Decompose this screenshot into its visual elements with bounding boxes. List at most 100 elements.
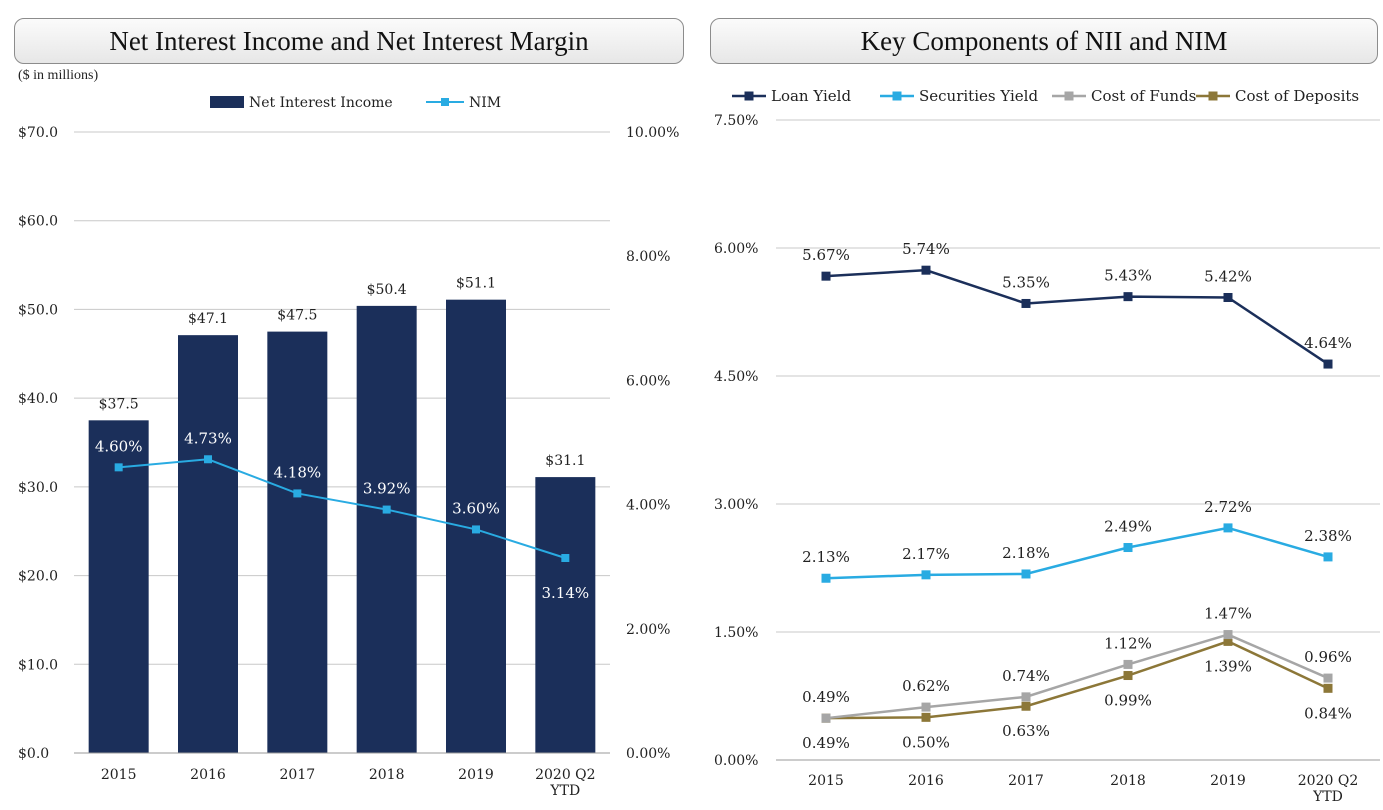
y-left-tick-label: $40.0 [18, 391, 58, 407]
y-tick-label: 4.50% [714, 369, 758, 385]
y-left-tick-label: $0.0 [18, 746, 49, 762]
data-label-cost-of-deposits: 1.39% [1204, 657, 1252, 675]
x-tick-label-right: 2019 [1210, 773, 1246, 789]
x-tick-label: 2016 [190, 767, 226, 783]
point-cost-of-funds [1323, 673, 1333, 683]
bar-nii-2015 [88, 420, 149, 753]
legend-label-nim: NIM [469, 95, 501, 111]
x-tick-label-right: 2017 [1008, 773, 1044, 789]
nii-nim-chart: $0.0 $10.0 $20.0 $30.0 $40.0 $50.0 $60.0 $70.0 0… [18, 95, 679, 799]
y-tick-label: 6.00% [714, 241, 758, 257]
data-label-cost-of-funds: 0.96% [1304, 648, 1352, 666]
right-chart-title: Key Components of NII and NIM [710, 18, 1378, 64]
data-label-loan-yield: 4.64% [1304, 334, 1352, 352]
nim-value-label: 4.18% [274, 463, 322, 481]
y-left-tick-label: $70.0 [18, 125, 58, 141]
nim-value-label: 3.60% [452, 499, 500, 517]
x-tick-label: 2015 [101, 767, 137, 783]
point-cost-of-funds [821, 713, 831, 723]
data-label-loan-yield: 5.42% [1204, 267, 1252, 285]
point-securities-yield [1021, 569, 1031, 579]
point-securities-yield [1223, 523, 1233, 533]
units-note: ($ in millions) [18, 68, 99, 83]
y-left-tick-label: $20.0 [18, 569, 58, 585]
point-cost-of-deposits [921, 712, 931, 722]
data-label-cost-of-funds: 1.47% [1204, 605, 1252, 623]
data-label-cost-of-deposits: 0.49% [802, 734, 850, 752]
point-cost-of-funds [921, 702, 931, 712]
line-cost-of-deposits [825, 640, 1329, 720]
point-loan-yield [1223, 292, 1233, 302]
bar-value-label: $51.1 [456, 276, 496, 292]
point-cost-of-funds [1021, 692, 1031, 702]
legend-label-securities-yield: Securities Yield [919, 87, 1038, 105]
point-securities-yield [1323, 552, 1333, 562]
nim-point [114, 463, 123, 472]
nim-value-label: 3.14% [542, 584, 590, 602]
data-label-cost-of-deposits: 0.99% [1104, 692, 1152, 710]
legend-marker-cost-of-funds [1064, 91, 1074, 101]
bar-nii-2020-Q2 [535, 477, 596, 753]
y-tick-label: 3.00% [714, 497, 758, 513]
point-securities-yield [1123, 543, 1133, 553]
nim-point [561, 554, 570, 563]
legend-swatch-nii [210, 96, 244, 108]
y-right-tick-label: 0.00% [626, 746, 670, 762]
y-right-tick-label: 2.00% [626, 622, 670, 638]
nim-value-label: 4.73% [184, 429, 232, 447]
data-label-loan-yield: 5.43% [1104, 267, 1152, 285]
y-tick-label: 0.00% [714, 753, 758, 769]
data-label-securities-yield: 2.18% [1002, 544, 1050, 562]
nim-point [293, 489, 302, 498]
point-securities-yield [821, 573, 831, 583]
x-tick-label-right: 2016 [908, 773, 944, 789]
legend-marker-cost-of-deposits [1208, 91, 1218, 101]
x-tick-label-line-1: 2020 Q2 [535, 767, 595, 783]
y-right-tick-label: 10.00% [626, 125, 679, 141]
bar-value-label: $31.1 [545, 453, 585, 469]
line-securities-yield [825, 526, 1329, 580]
x-tick-label: 2019 [458, 767, 494, 783]
y-tick-label: 7.50% [714, 113, 758, 129]
point-cost-of-funds [1123, 659, 1133, 669]
data-label-loan-yield: 5.67% [802, 246, 850, 264]
point-loan-yield [821, 271, 831, 281]
nim-point [204, 455, 212, 464]
nim-point [382, 505, 391, 514]
y-left-tick-label: $60.0 [18, 214, 58, 230]
point-cost-of-deposits [1323, 683, 1333, 693]
nim-line [118, 458, 566, 559]
data-label-securities-yield: 2.13% [802, 548, 850, 566]
point-cost-of-deposits [1223, 636, 1233, 646]
point-cost-of-funds [1223, 630, 1233, 640]
data-label-cost-of-deposits: 0.50% [902, 733, 950, 751]
point-securities-yield [921, 570, 931, 580]
bar-nii-2017 [267, 331, 328, 753]
nim-value-label: 3.92% [363, 480, 411, 498]
data-label-cost-of-deposits: 0.63% [1002, 722, 1050, 740]
nim-value-label: 4.60% [95, 437, 143, 455]
legend-marker-securities-yield [892, 91, 902, 101]
y-left-tick-label: $10.0 [18, 657, 58, 673]
y-tick-label: 1.50% [714, 625, 758, 641]
y-right-tick-label: 6.00% [626, 373, 670, 389]
point-cost-of-deposits [1021, 701, 1031, 711]
data-label-cost-of-funds: 1.12% [1104, 634, 1152, 652]
data-label-securities-yield: 2.72% [1204, 498, 1252, 516]
legend-marker-loan-yield [744, 91, 754, 101]
x-tick-label: 2017 [280, 767, 316, 783]
point-loan-yield [1123, 292, 1133, 302]
legend-label-loan-yield: Loan Yield [771, 87, 851, 105]
x-tick-label-right: 2015 [808, 773, 844, 789]
x-tick-label-right: 2018 [1110, 773, 1146, 789]
x-tick-label-right-line-2: YTD [1312, 789, 1343, 805]
left-chart-title: Net Interest Income and Net Interest Mar… [14, 18, 684, 64]
point-cost-of-deposits [1123, 671, 1133, 681]
point-loan-yield [1021, 298, 1031, 308]
y-left-tick-label: $30.0 [18, 480, 58, 496]
legend-marker-nim [441, 98, 449, 106]
bar-nii-2018 [356, 305, 417, 753]
x-tick-label: 2018 [369, 767, 405, 783]
y-left-tick-label: $50.0 [18, 302, 58, 318]
nim-point [472, 525, 480, 534]
